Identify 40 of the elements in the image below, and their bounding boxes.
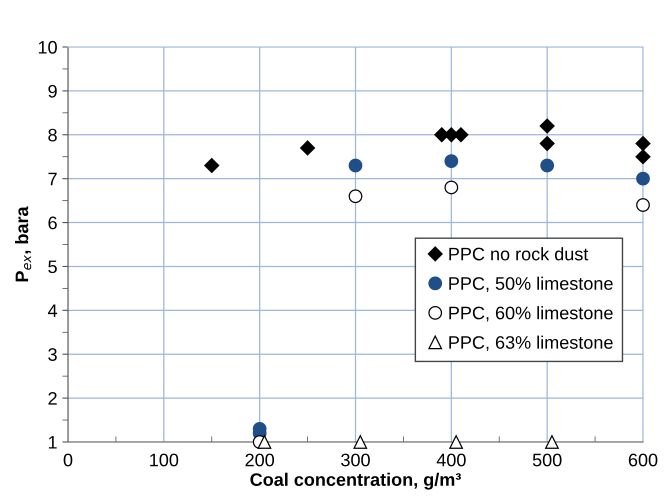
y-tick-label: 9 <box>48 84 57 98</box>
point <box>449 435 463 449</box>
y-tick-label: 10 <box>38 40 57 54</box>
point <box>348 189 362 204</box>
y-tick-label: 3 <box>48 348 57 361</box>
y-tick-label: 5 <box>48 260 57 274</box>
point <box>636 136 650 152</box>
point <box>444 180 458 194</box>
legend-label: PPC, 50% limestone <box>449 276 613 292</box>
x-tick-label: 0 <box>64 454 72 466</box>
x-tick-label: 500 <box>532 454 562 466</box>
x-tick-label: 100 <box>150 454 178 466</box>
y-tick-label: 2 <box>48 392 57 405</box>
point <box>353 435 368 449</box>
point <box>258 435 272 449</box>
y-tick-label: 7 <box>48 172 57 186</box>
point <box>636 149 650 164</box>
point <box>204 158 220 173</box>
y-axis-title: P$_{ex}$, bara <box>15 206 32 282</box>
y-tick-label: 4 <box>48 304 58 317</box>
point <box>444 154 458 168</box>
point <box>636 198 650 212</box>
x-tick-label: 400 <box>436 454 466 466</box>
legend-label: PPC no rock dust <box>449 247 588 260</box>
x-tick-label: 300 <box>341 454 370 466</box>
legend-label: PPC, 63% limestone <box>449 336 613 351</box>
point <box>348 158 362 172</box>
point <box>540 158 554 172</box>
y-tick-label: 1 <box>48 436 57 449</box>
y-tick-label: 6 <box>48 216 57 230</box>
x-axis-title: Coal concentration, g/m³ <box>250 472 461 490</box>
x-tick-label: 200 <box>246 454 274 466</box>
y-tick-label: 8 <box>48 128 57 142</box>
point <box>636 172 650 186</box>
point <box>300 140 316 156</box>
x-tick-label: 600 <box>628 454 658 466</box>
point <box>540 118 555 134</box>
legend-label: PPC, 60% limestone <box>449 306 613 322</box>
point <box>540 136 555 152</box>
point <box>545 435 559 449</box>
